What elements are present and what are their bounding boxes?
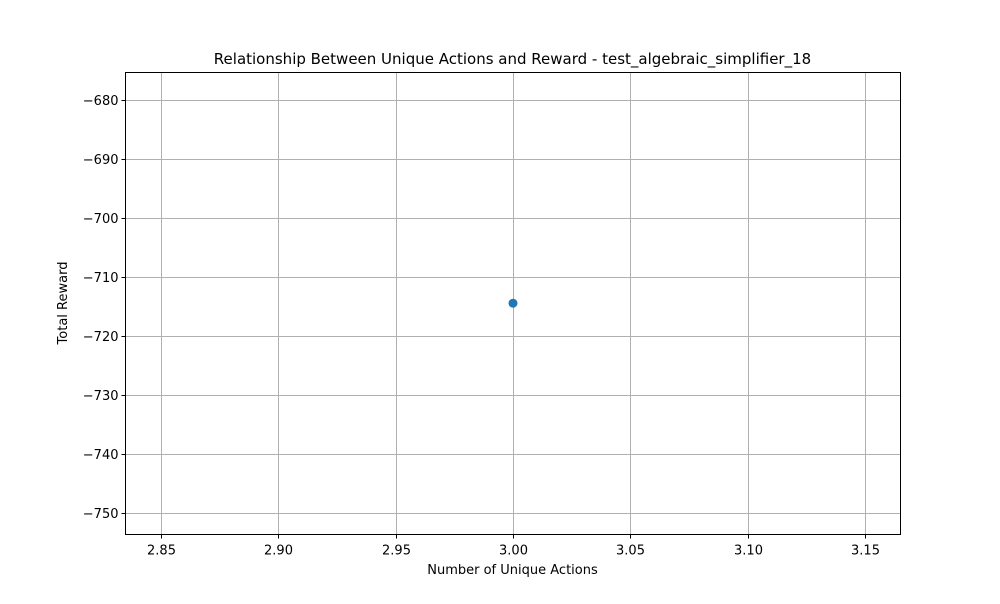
y-tick-label: −710	[83, 271, 119, 286]
y-tick-label: −750	[83, 507, 119, 522]
x-tick-label: 2.95	[382, 544, 411, 559]
x-tick-label: 2.90	[264, 544, 293, 559]
x-tick-label: 2.85	[147, 544, 176, 559]
y-tick-label: −680	[83, 94, 119, 109]
y-axis-label: Total Reward	[56, 262, 71, 346]
x-tick-label: 3.05	[616, 544, 645, 559]
y-axis-ticks: −680 −690 −700 −710 −720 −730 −740 −750	[83, 94, 126, 522]
x-axis-label: Number of Unique Actions	[427, 563, 598, 578]
x-tick-label: 3.10	[734, 544, 763, 559]
y-tick-label: −690	[83, 153, 119, 168]
chart-title: Relationship Between Unique Actions and …	[214, 50, 811, 69]
y-tick-label: −740	[83, 448, 119, 463]
y-tick-label: −730	[83, 389, 119, 404]
data-point	[508, 298, 518, 308]
y-tick-label: −720	[83, 330, 119, 345]
x-tick-label: 3.15	[851, 544, 880, 559]
data-points	[508, 298, 518, 308]
x-tick-label: 3.00	[499, 544, 528, 559]
x-axis-ticks: 2.85 2.90 2.95 3.00 3.05 3.10 3.15	[147, 534, 880, 559]
grid	[125, 72, 901, 535]
y-tick-label: −700	[83, 212, 119, 227]
